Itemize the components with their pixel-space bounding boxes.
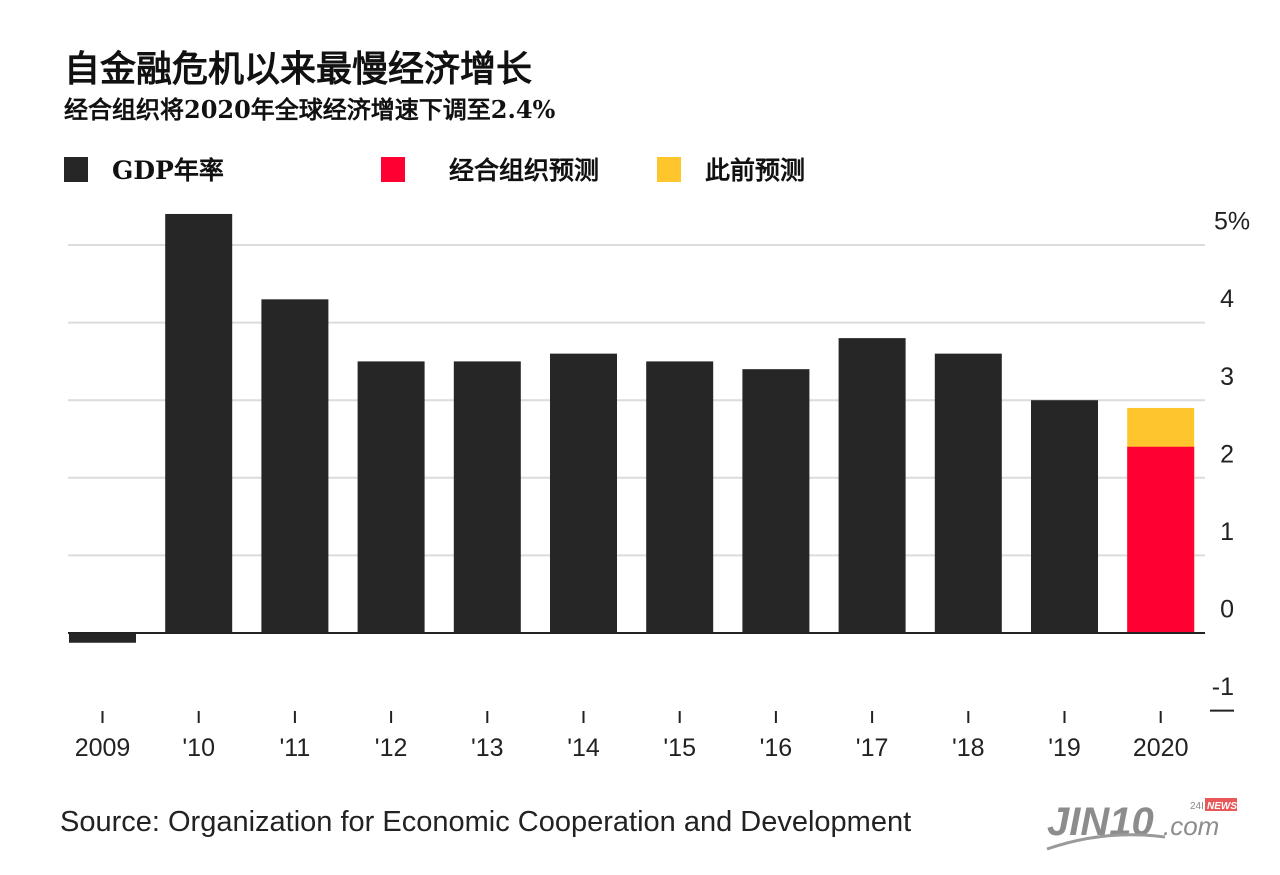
x-tick-label: '11 bbox=[280, 734, 311, 762]
legend-swatch-oecd-forecast bbox=[381, 156, 405, 182]
y-tick-label: 1 bbox=[1220, 518, 1234, 546]
x-tick-label: 2020 bbox=[1133, 734, 1189, 762]
bar-17-gdp bbox=[838, 338, 906, 633]
bar-19-gdp bbox=[1031, 400, 1098, 633]
legend-label-gdp: GDP年率 bbox=[112, 156, 224, 185]
y-tick-label: 4 bbox=[1220, 285, 1234, 313]
legend-item-previous-forecast: 此前预测 bbox=[657, 152, 805, 186]
bar-chart: 5% 4 3 2 1 0 -1 2009 '10 '11 '12 '13 '14 '15 '16 '17 '1… bbox=[68, 208, 1250, 762]
x-tick-label: 2009 bbox=[75, 734, 131, 762]
bar-15-gdp bbox=[646, 361, 714, 633]
bar-16-gdp bbox=[742, 369, 810, 633]
y-tick-label: 3 bbox=[1220, 363, 1234, 391]
logo-24-text: 24I bbox=[1190, 801, 1204, 812]
x-tick-label: '10 bbox=[182, 734, 215, 762]
y-tick-label: -1 bbox=[1212, 673, 1234, 701]
bars bbox=[69, 213, 1195, 643]
y-axis: 5% 4 3 2 1 0 -1 bbox=[1212, 208, 1250, 702]
bar-18-gdp bbox=[934, 353, 1002, 633]
logo-swoosh bbox=[1046, 833, 1166, 851]
legend-item-gdp: GDP年率 bbox=[64, 152, 224, 186]
bar-13-gdp bbox=[453, 361, 521, 633]
x-tick-label: '13 bbox=[471, 734, 504, 762]
logo-news-badge bbox=[1205, 798, 1237, 811]
bar-10-gdp bbox=[165, 213, 233, 633]
legend-label-previous-forecast: 此前预测 bbox=[705, 156, 806, 185]
x-tick-label: '19 bbox=[1048, 734, 1081, 762]
bar-14-gdp bbox=[550, 353, 617, 633]
legend-swatch-previous-forecast bbox=[657, 156, 681, 182]
bar-2009-gdp bbox=[69, 633, 136, 643]
x-tick-label: '16 bbox=[760, 734, 793, 762]
gridlines bbox=[68, 244, 1234, 712]
chart-title: 自金融危机以来最慢经济增长 bbox=[64, 48, 533, 90]
legend-swatch-gdp bbox=[64, 156, 88, 182]
logo-com-text: .com bbox=[1163, 811, 1219, 841]
x-tick-label: '15 bbox=[663, 734, 696, 762]
x-tick-label: '17 bbox=[856, 734, 889, 762]
bar-12-gdp bbox=[357, 361, 425, 633]
legend-label-oecd-forecast: 经合组织预测 bbox=[449, 156, 600, 185]
legend: GDP年率 经合组织预测 此前预测 bbox=[0, 152, 1280, 186]
logo-news-text: NEWS bbox=[1207, 801, 1237, 812]
y-tick-label: 0 bbox=[1220, 596, 1234, 624]
x-tick-label: '18 bbox=[952, 734, 985, 762]
x-tick-label: '14 bbox=[567, 734, 600, 762]
bar-2020-oecd-forecast bbox=[1127, 446, 1195, 633]
x-axis: 2009 '10 '11 '12 '13 '14 '15 '16 '17 '18 '19 2020 bbox=[75, 711, 1189, 762]
source-note: Source: Organization for Economic Cooper… bbox=[60, 806, 912, 838]
y-tick-label: 5% bbox=[1214, 208, 1250, 236]
legend-item-oecd-forecast: 经合组织预测 bbox=[381, 152, 599, 186]
chart-subtitle: 经合组织将2020年全球经济增速下调至2.4% bbox=[64, 95, 556, 124]
y-tick-label: 2 bbox=[1220, 440, 1234, 468]
jin10-logo: JIN10 .com 24I NEWS bbox=[1046, 798, 1237, 851]
x-tick-label: '12 bbox=[375, 734, 408, 762]
bar-11-gdp bbox=[261, 299, 329, 633]
